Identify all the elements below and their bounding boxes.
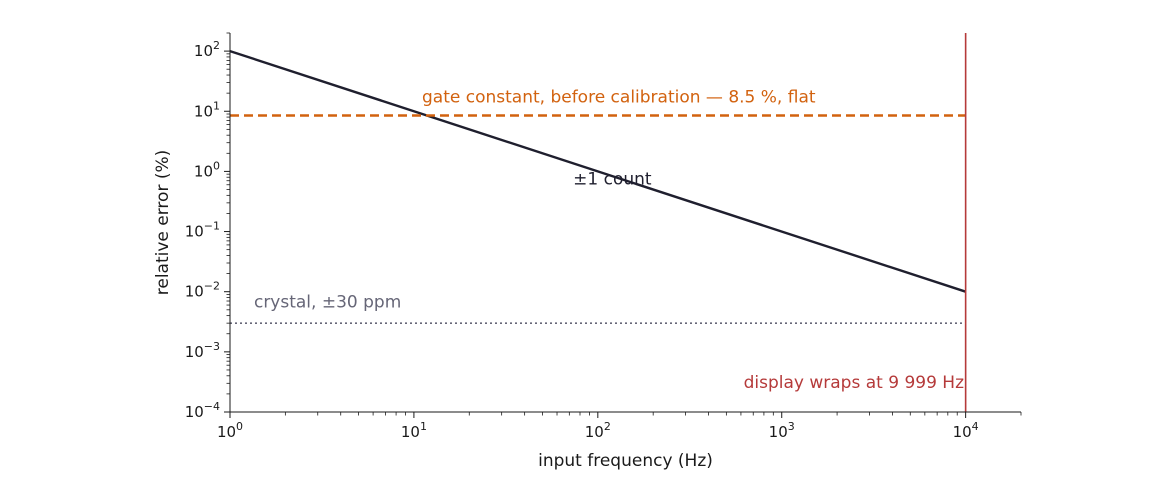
y-tick-label: 100 — [194, 159, 220, 180]
y-tick-label: 10−3 — [185, 340, 220, 361]
y-tick-label: 10−1 — [185, 220, 220, 241]
annotation-one-count: ±1 count — [573, 170, 652, 190]
y-tick-label: 101 — [194, 99, 220, 120]
series-layer — [229, 33, 967, 412]
series-one-count — [229, 49, 967, 293]
y-axis-title: relative error (%) — [153, 150, 173, 296]
x-tick-label: 102 — [585, 420, 611, 441]
y-tick-label: 10−2 — [185, 280, 220, 301]
x-tick-label: 101 — [401, 420, 427, 441]
x-tick-label: 100 — [217, 420, 243, 441]
annotation-gate-constant: gate constant, before calibration — 8.5 … — [422, 87, 816, 107]
y-tick-label: 10−4 — [185, 400, 220, 421]
annotation-layer: gate constant, before calibration — 8.5 … — [254, 87, 964, 393]
x-axis-title: input frequency (Hz) — [538, 451, 713, 471]
x-tick-label: 103 — [769, 420, 795, 441]
annotation-crystal: crystal, ±30 ppm — [254, 292, 401, 312]
annotation-display-wrap: display wraps at 9 999 Hz — [744, 373, 964, 393]
axes-layer: 100 101 102 103 104 10−4 10−3 10−2 10−1 100 101 102 — [185, 32, 1022, 441]
y-tick-label: 102 — [194, 39, 220, 60]
x-tick-label: 104 — [953, 420, 979, 441]
